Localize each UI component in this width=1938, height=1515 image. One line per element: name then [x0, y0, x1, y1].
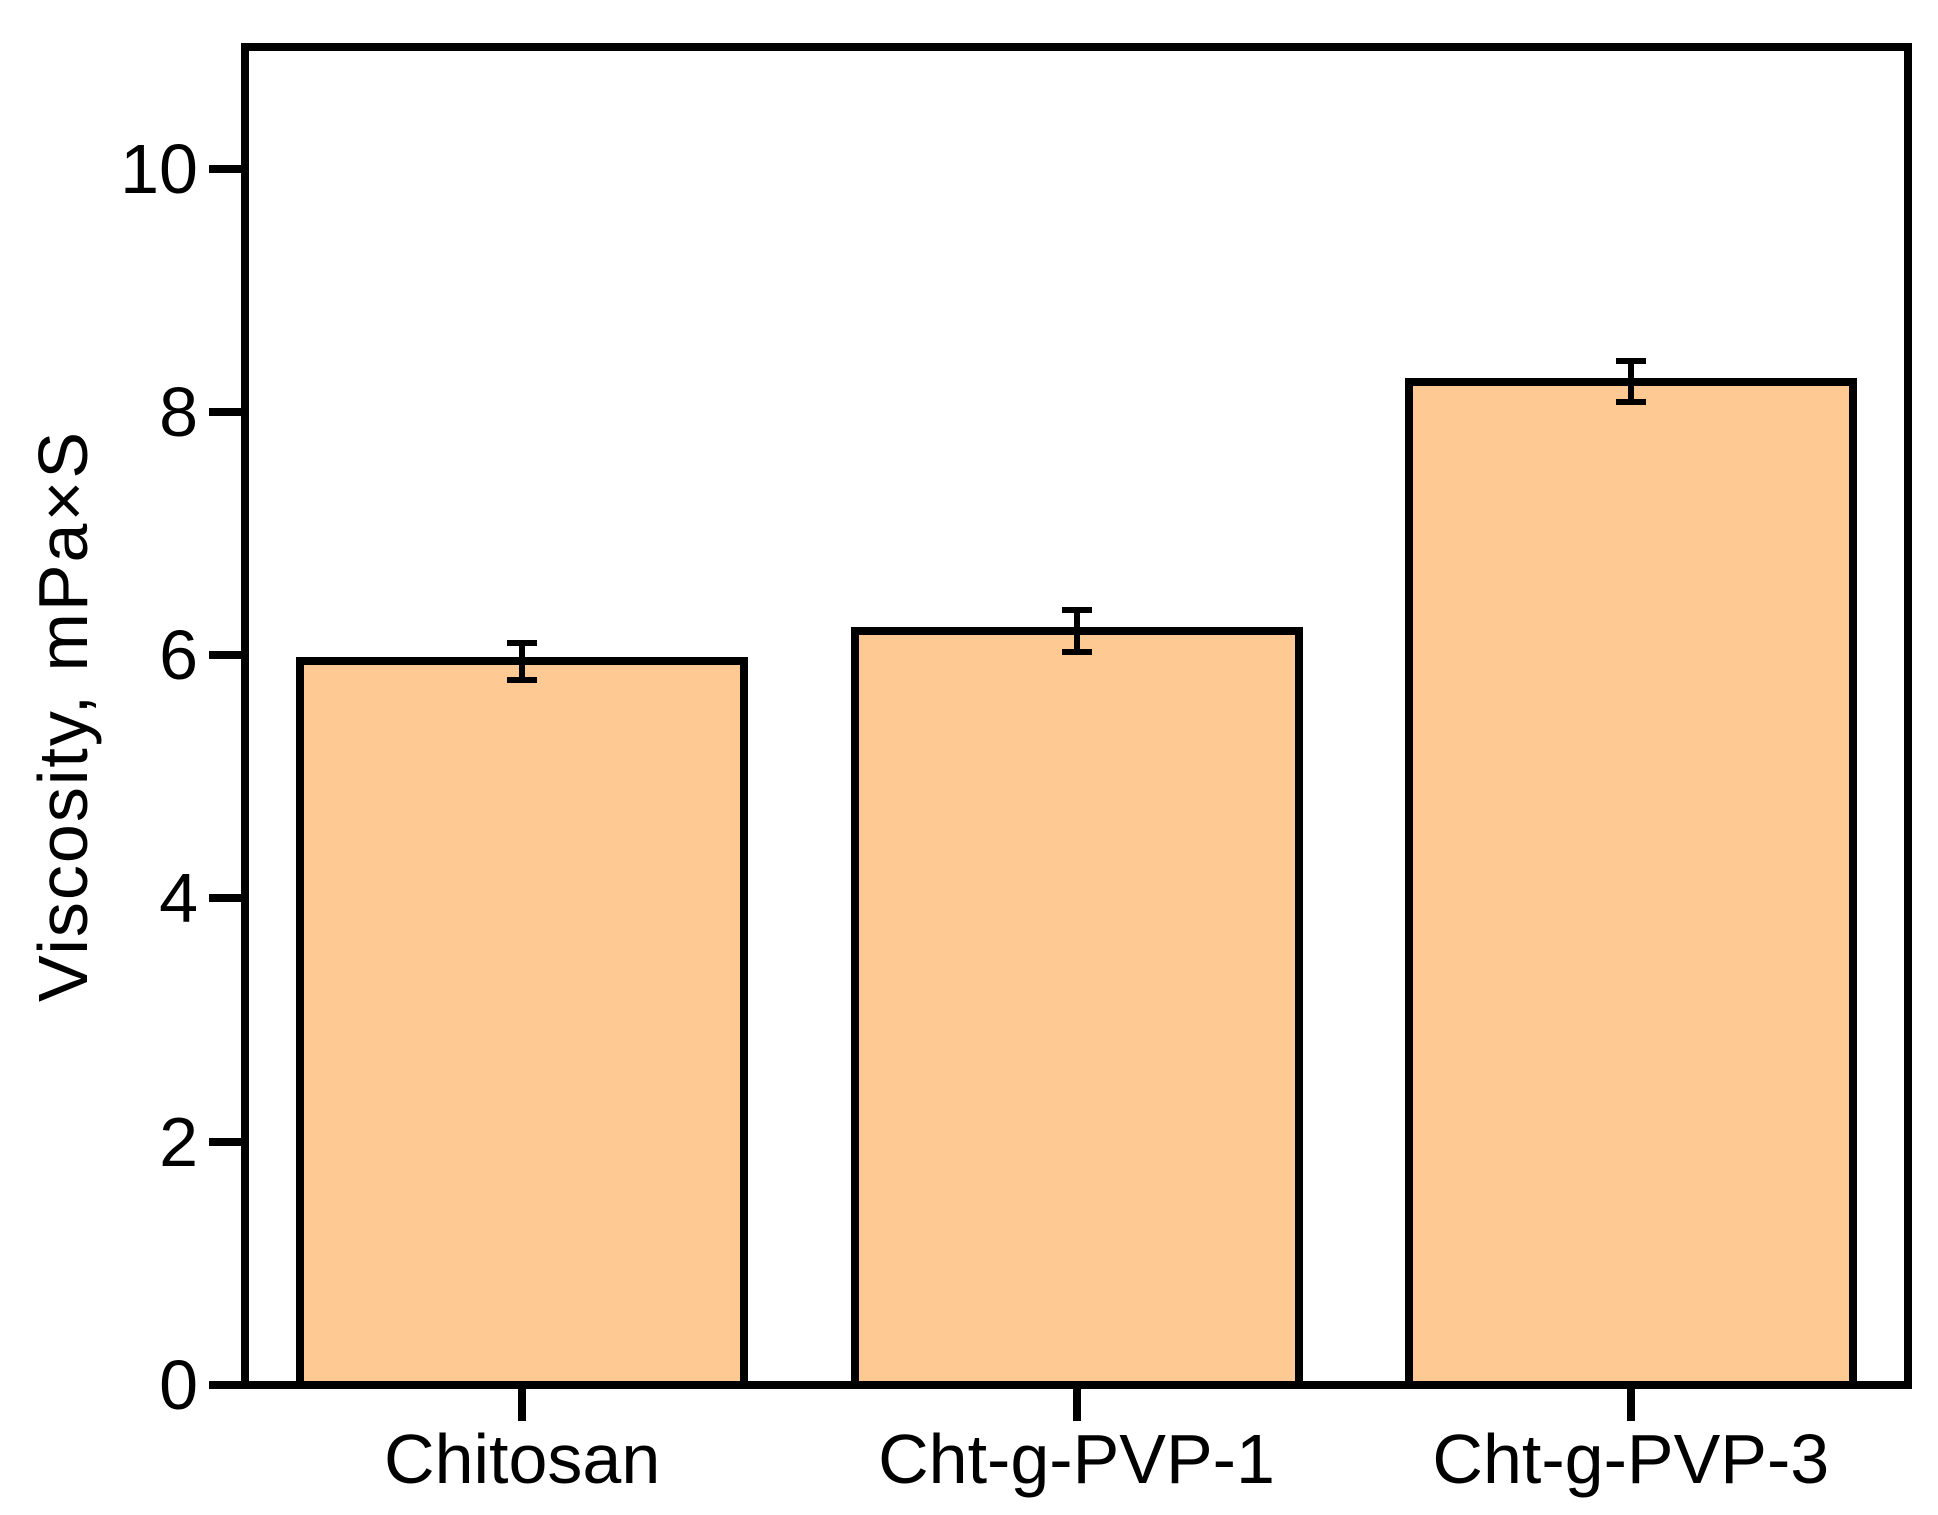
error-bar-line — [1073, 610, 1080, 652]
y-tick-label: 0 — [159, 1346, 198, 1424]
y-tick-mark — [209, 894, 241, 903]
y-tick-mark — [209, 651, 241, 660]
y-tick-mark — [209, 164, 241, 173]
y-tick-mark — [209, 1381, 241, 1389]
x-tick-label: Cht-g-PVP-1 — [878, 1420, 1275, 1498]
x-tick-mark — [518, 1389, 527, 1421]
y-tick-label: 2 — [159, 1102, 198, 1181]
error-bar-line — [519, 643, 526, 680]
y-tick-label: 8 — [159, 372, 198, 451]
bar-chitosan — [296, 657, 749, 1389]
y-tick-mark — [209, 407, 241, 416]
x-tick-label: Cht-g-PVP-3 — [1432, 1420, 1830, 1498]
y-tick-label: 6 — [159, 616, 198, 695]
error-bar-line — [1627, 360, 1634, 403]
error-bar-cap-top — [1061, 607, 1092, 614]
error-bar-cap-bottom — [507, 676, 538, 683]
error-bar-cap-bottom — [1061, 648, 1092, 655]
y-tick-label: 4 — [159, 859, 198, 938]
error-bar-cap-top — [507, 640, 538, 647]
x-tick-mark — [1626, 1389, 1635, 1421]
error-bar-cap-bottom — [1615, 399, 1646, 406]
bar-cht-g-pvp-1 — [850, 626, 1303, 1389]
y-tick-mark — [209, 1137, 241, 1146]
y-tick-label: 10 — [120, 129, 198, 208]
x-tick-mark — [1072, 1389, 1081, 1421]
bar-cht-g-pvp-3 — [1404, 377, 1857, 1389]
x-tick-label: Chitosan — [384, 1420, 661, 1498]
error-bar-cap-top — [1615, 357, 1646, 364]
